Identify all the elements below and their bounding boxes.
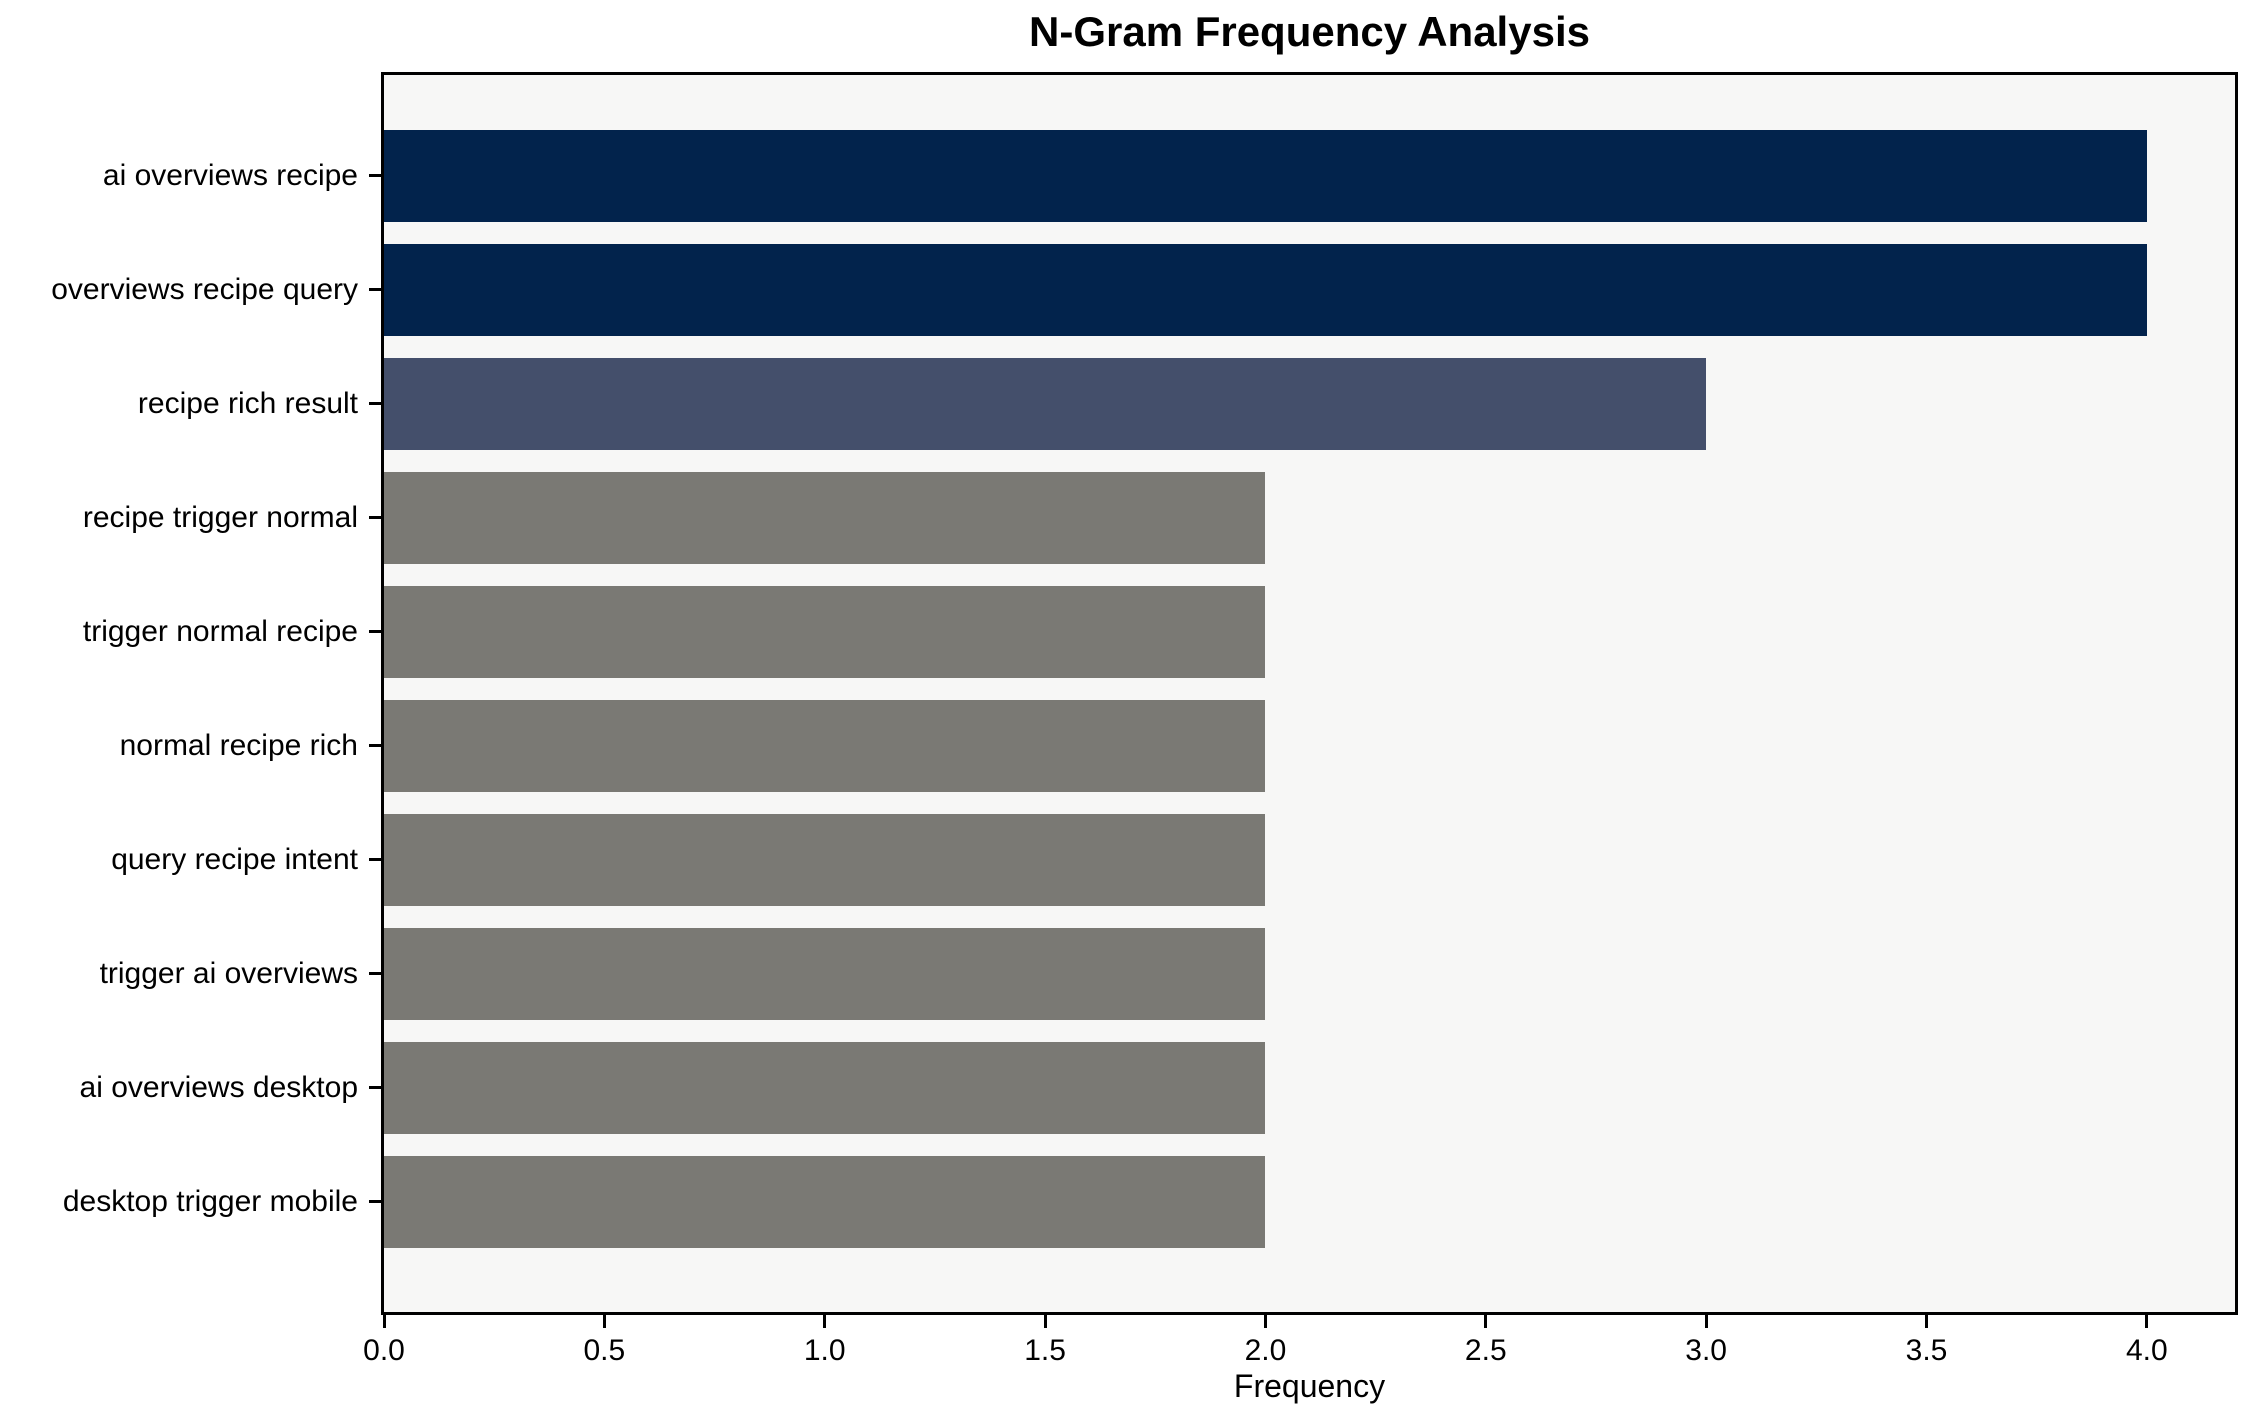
bar bbox=[384, 129, 2147, 222]
x-tick-mark bbox=[1704, 1315, 1708, 1328]
y-tick-mark bbox=[369, 288, 381, 292]
bar bbox=[384, 699, 1266, 792]
y-tick-label: ai overviews desktop bbox=[79, 1070, 358, 1104]
x-tick-mark bbox=[2145, 1315, 2149, 1328]
x-tick-label: 3.0 bbox=[1685, 1334, 1727, 1367]
bar bbox=[384, 585, 1266, 678]
y-tick-label: overviews recipe query bbox=[51, 272, 358, 306]
y-tick-mark bbox=[369, 1086, 381, 1090]
bar bbox=[384, 1041, 1266, 1134]
y-tick-mark bbox=[369, 402, 381, 406]
x-tick-mark bbox=[382, 1315, 386, 1328]
x-tick-mark bbox=[1925, 1315, 1928, 1328]
x-axis-label: Frequency bbox=[1233, 1368, 1386, 1404]
x-tick-mark bbox=[823, 1315, 827, 1328]
x-tick-label: 1.5 bbox=[1024, 1334, 1066, 1367]
y-tick-mark bbox=[369, 630, 381, 634]
bar bbox=[384, 813, 1266, 906]
y-tick-mark bbox=[369, 516, 381, 520]
plot-area bbox=[381, 72, 2238, 1315]
y-tick-label: normal recipe rich bbox=[119, 728, 358, 762]
y-tick-label: query recipe intent bbox=[111, 842, 358, 876]
y-tick-mark bbox=[369, 744, 381, 748]
x-tick-mark bbox=[1484, 1315, 1488, 1328]
x-tick-label: 4.0 bbox=[2125, 1334, 2168, 1367]
chart-title: N-Gram Frequency Analysis bbox=[1029, 8, 1590, 55]
y-tick-label: ai overviews recipe bbox=[102, 158, 358, 192]
y-tick-mark bbox=[369, 972, 381, 976]
x-tick-label: 0.5 bbox=[583, 1334, 626, 1367]
bars-layer bbox=[384, 75, 2235, 1312]
x-tick-label: 2.0 bbox=[1244, 1334, 1287, 1367]
x-tick-label: 3.5 bbox=[1905, 1334, 1948, 1367]
y-tick-label: desktop trigger mobile bbox=[62, 1184, 358, 1218]
x-tick-label: 1.0 bbox=[803, 1334, 846, 1367]
x-tick-mark bbox=[1043, 1315, 1047, 1328]
bar bbox=[384, 357, 1707, 450]
y-tick-label: trigger ai overviews bbox=[99, 956, 358, 990]
y-tick-label: recipe rich result bbox=[137, 386, 358, 420]
x-tick-label: 2.5 bbox=[1464, 1334, 1507, 1367]
y-tick-mark bbox=[369, 1200, 381, 1204]
y-tick-label: recipe trigger normal bbox=[82, 500, 358, 534]
bar bbox=[384, 1155, 1266, 1248]
x-tick-mark bbox=[1263, 1315, 1267, 1328]
bar bbox=[384, 471, 1266, 564]
x-tick-label: 0.0 bbox=[363, 1334, 405, 1367]
bar bbox=[384, 927, 1266, 1020]
bar bbox=[384, 243, 2147, 336]
y-tick-label: trigger normal recipe bbox=[82, 614, 358, 648]
x-tick-mark bbox=[602, 1315, 606, 1328]
y-tick-mark bbox=[369, 174, 381, 177]
y-tick-mark bbox=[369, 858, 381, 862]
